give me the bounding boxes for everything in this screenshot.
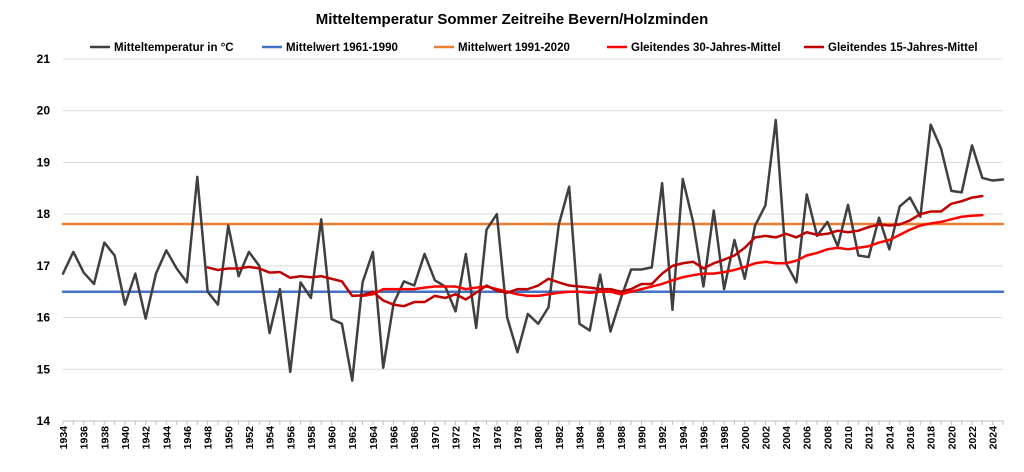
- x-tick-label: 1940: [120, 426, 132, 450]
- x-tick-label: 1966: [389, 426, 401, 450]
- x-tick-label: 2004: [781, 426, 793, 450]
- x-tick-label: 1992: [657, 426, 669, 450]
- x-tick-label: 1988: [616, 426, 628, 450]
- y-tick-label: 17: [37, 259, 51, 273]
- y-tick-label: 18: [37, 207, 51, 221]
- x-tick-label: 1984: [574, 426, 586, 450]
- x-tick-label: 1972: [451, 426, 463, 450]
- x-tick-label: 2010: [843, 426, 855, 450]
- series-layer: [61, 118, 1005, 382]
- x-tick-label: 1968: [409, 426, 421, 450]
- y-axis: 14 15 16 17 18 19 20 21: [37, 52, 51, 428]
- x-tick-label: 1974: [471, 426, 483, 450]
- chart-title: Mitteltemperatur Sommer Zeitreihe Bevern…: [316, 11, 709, 28]
- x-tick-label: 1960: [327, 426, 339, 450]
- x-tick-label: 1958: [306, 426, 318, 450]
- x-tick-label: 1942: [141, 426, 153, 450]
- x-tick-label: 2012: [864, 426, 876, 450]
- legend-label: Mittelwert 1961-1990: [286, 42, 398, 54]
- x-tick-label: 2014: [884, 426, 896, 450]
- series-line: [361, 213, 984, 298]
- x-tick-label: 1998: [719, 426, 731, 450]
- series-line: [206, 194, 984, 308]
- legend-label: Gleitendes 30-Jahres-Mittel: [631, 42, 781, 54]
- legend-label: Gleitendes 15-Jahres-Mittel: [828, 42, 978, 54]
- x-tick-label: 2002: [760, 426, 772, 450]
- x-tick-label: 1986: [595, 426, 607, 450]
- x-tick-label: 1934: [58, 426, 70, 450]
- y-tick-label: 21: [37, 52, 51, 66]
- y-tick-label: 16: [37, 311, 51, 325]
- x-tick-label: 2018: [926, 426, 938, 450]
- x-tick-label: 1948: [203, 426, 215, 450]
- x-tick-label: 1994: [678, 426, 690, 450]
- x-tick-label: 1970: [430, 426, 442, 450]
- legend: Mitteltemperatur in °C Mittelwert 1961-19…: [90, 42, 978, 54]
- x-tick-label: 2022: [967, 426, 979, 450]
- x-tick-label: 1980: [533, 426, 545, 450]
- x-tick-label: 1976: [492, 426, 504, 450]
- x-tick-label: 1946: [182, 426, 194, 450]
- x-tick-label: 2000: [740, 426, 752, 450]
- x-tick-label: 1962: [347, 426, 359, 450]
- x-tick-label: 1954: [265, 426, 277, 450]
- legend-label: Mitteltemperatur in °C: [114, 42, 234, 54]
- x-tick-label: 1956: [285, 426, 297, 450]
- x-tick-label: 1936: [79, 426, 91, 450]
- y-tick-label: 19: [37, 155, 51, 169]
- y-tick-label: 20: [37, 104, 51, 118]
- y-tick-label: 15: [37, 362, 51, 376]
- x-tick-label: 1938: [99, 426, 111, 450]
- x-tick-label: 1952: [244, 426, 256, 450]
- series-line: [61, 118, 1005, 382]
- x-tick-label: 2024: [988, 426, 1000, 450]
- x-tick-label: 1964: [368, 426, 380, 450]
- x-tick-label: 1996: [698, 426, 710, 450]
- legend-label: Mittelwert 1991-2020: [458, 42, 570, 54]
- x-tick-label: 1990: [636, 426, 648, 450]
- x-tick-label: 2016: [905, 426, 917, 450]
- x-axis: 1934 1936 1938 1940 1942 1944 1946 1948 1950 1952…: [58, 420, 1004, 450]
- x-tick-label: 1978: [513, 426, 525, 450]
- x-tick-label: 2008: [822, 426, 834, 450]
- x-tick-label: 1982: [554, 426, 566, 450]
- y-tick-label: 14: [37, 414, 51, 428]
- x-tick-label: 2020: [946, 426, 958, 450]
- x-tick-label: 1944: [161, 426, 173, 450]
- x-tick-label: 2006: [802, 426, 814, 450]
- x-tick-label: 1950: [223, 426, 235, 450]
